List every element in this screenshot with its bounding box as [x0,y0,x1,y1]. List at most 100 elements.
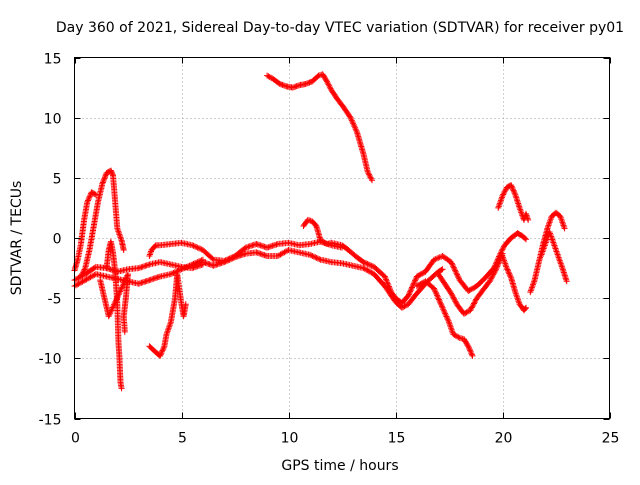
series-track-6 [71,256,206,290]
data-point [467,348,474,355]
data-point [495,204,502,211]
data-point [438,266,445,273]
data-point [86,194,93,201]
data-point [444,314,451,321]
y-tick-label: -5 [48,292,62,308]
data-point [222,258,229,265]
data-point [102,172,109,179]
y-tick-label: 10 [44,112,62,128]
y-tick-label: 5 [53,172,62,188]
data-point [85,197,91,204]
data-point [464,308,471,315]
x-tick-label: 25 [602,431,620,447]
data-point [505,267,511,274]
data-point [451,266,458,272]
data-point [487,277,494,283]
data-point [465,344,472,351]
series-track-8 [189,247,446,311]
data-point [316,256,323,263]
x-tick-label: 15 [388,431,406,447]
data-point [230,254,237,261]
x-tick-label: 10 [281,431,299,447]
data-point [437,299,444,306]
data-point [494,262,501,268]
data-point [158,348,165,355]
data-point [523,236,529,243]
series-track-10 [264,71,375,184]
data-point [221,259,228,266]
data-point [506,270,513,277]
data-layer [71,71,570,392]
data-point [443,313,450,320]
tick-label-layer: 0 5 10 15 20 25 -15 -10 -5 0 5 10 15 [39,52,620,447]
y-axis-label: SDTVAR / TECUs [9,181,25,296]
data-point [435,254,442,261]
data-point [431,256,437,263]
data-point [158,350,165,357]
data-point [509,184,516,191]
data-point [369,177,375,184]
data-point [468,351,475,358]
data-point [499,192,506,199]
data-point [410,280,417,287]
data-point [228,256,234,263]
data-point [118,385,125,392]
data-point [505,269,512,276]
data-point [324,78,330,85]
grid-layer [74,57,610,419]
data-point [265,73,272,80]
tick-layer [74,57,611,420]
data-point [226,256,233,263]
data-point [448,259,455,266]
data-point [510,187,517,194]
data-point [406,290,413,296]
data-point [448,260,455,267]
series-track-17 [538,229,570,285]
data-point [366,171,373,178]
data-point [209,255,216,262]
data-point [177,266,184,273]
data-point [522,235,528,242]
data-point [471,300,477,307]
data-point [367,262,374,269]
data-point [348,117,355,124]
data-point [431,285,437,292]
data-point [99,180,106,187]
data-point [433,291,440,297]
data-point [508,182,515,189]
data-point [114,294,121,301]
data-point [452,298,459,305]
series-track-5 [71,259,206,284]
data-point [445,317,452,324]
data-point [194,244,201,251]
data-point [108,307,115,314]
data-point [166,322,173,329]
data-point [409,284,415,291]
data-point [193,244,200,250]
data-point [264,72,271,79]
data-point [436,297,443,304]
data-point [495,260,502,267]
data-point [169,270,176,277]
data-point [386,284,393,291]
data-point [452,268,459,275]
data-point [349,119,356,125]
data-point [432,288,439,295]
data-point [170,269,177,276]
data-point [437,300,444,307]
data-point [491,269,498,275]
data-point [384,280,391,287]
data-point [468,350,475,357]
data-point [411,279,418,285]
data-point [365,170,372,177]
data-point [408,285,415,292]
data-point [113,297,119,304]
series-track-12 [413,278,476,359]
data-point [306,251,313,258]
data-point [191,243,198,250]
chart-title: Day 360 of 2021, Sidereal Day-to-day VTE… [56,20,624,36]
data-point [256,250,263,257]
data-point [433,255,440,262]
data-point [197,245,204,252]
data-point [385,283,392,290]
